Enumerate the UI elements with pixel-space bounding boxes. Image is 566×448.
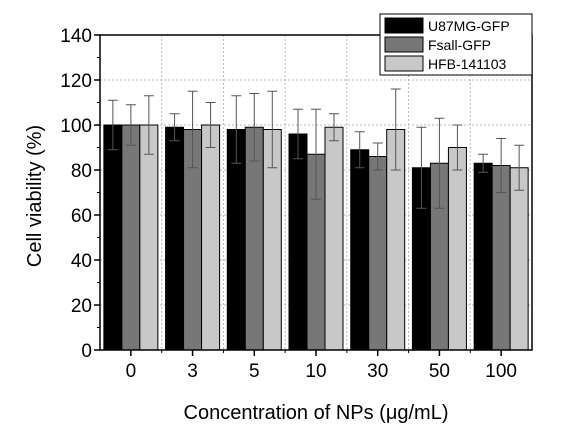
- bar: [139, 124, 159, 351]
- y-axis-title: Cell viability (%): [24, 125, 46, 267]
- bar: [473, 162, 493, 351]
- y-tick-label: 20: [71, 296, 92, 317]
- bar: [165, 126, 185, 351]
- legend-swatch: [384, 17, 424, 34]
- x-tick-label: 10: [305, 361, 326, 382]
- x-tick-label: 3: [187, 361, 198, 382]
- bars: [103, 88, 529, 351]
- x-tick-label: 100: [485, 361, 517, 382]
- y-tick-label: 120: [60, 71, 92, 92]
- x-tick-label: 5: [249, 361, 260, 382]
- bar: [103, 124, 123, 351]
- bar: [288, 133, 308, 351]
- legend-swatch: [384, 36, 424, 53]
- axes: 0 20 40 60 80 100 120 140 0 3 5 10 30 50 100: [60, 26, 533, 382]
- y-tick-label: 60: [71, 206, 92, 227]
- legend: U87MG-GFP Fsall-GFP HFB-141103: [379, 13, 533, 76]
- legend-swatch: [384, 55, 424, 72]
- bar: [491, 165, 511, 351]
- bar: [447, 147, 467, 351]
- y-tick-label: 80: [71, 161, 92, 182]
- bar: [509, 167, 529, 351]
- x-tick-label: 50: [429, 361, 450, 382]
- legend-label: Fsall-GFP: [428, 37, 491, 53]
- x-tick-label: 30: [367, 361, 388, 382]
- x-axis-title: Concentration of NPs (μg/mL): [184, 402, 449, 424]
- legend-label: U87MG-GFP: [428, 18, 510, 34]
- bar: [350, 149, 370, 351]
- bar: [121, 124, 141, 351]
- x-tick-label: 0: [126, 361, 137, 382]
- y-tick-label: 100: [60, 116, 92, 137]
- legend-label: HFB-141103: [428, 56, 507, 72]
- y-tick-label: 140: [60, 26, 92, 47]
- bar: [368, 156, 388, 351]
- bar: [201, 124, 221, 351]
- y-tick-label: 0: [81, 341, 92, 362]
- y-tick-label: 40: [71, 251, 92, 272]
- bar: [324, 126, 344, 351]
